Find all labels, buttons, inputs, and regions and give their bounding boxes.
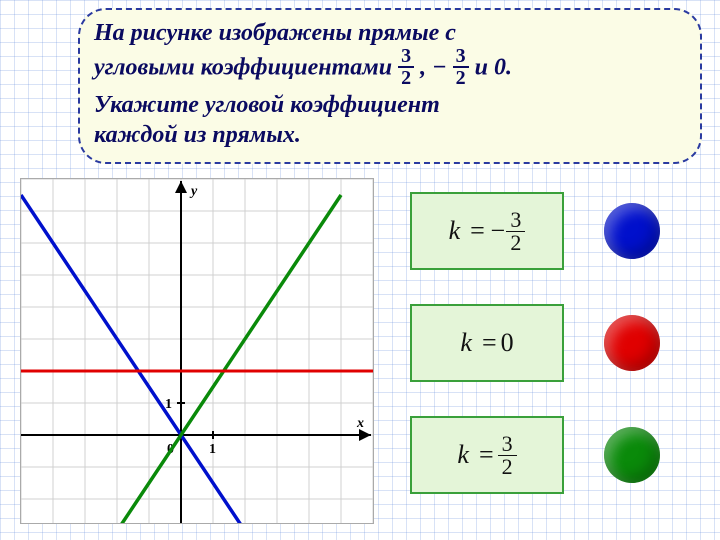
svg-text:x: x	[356, 416, 364, 431]
chart: 011xy	[20, 178, 374, 524]
prompt-line2a: угловыми коэффициентами	[94, 55, 398, 81]
chart-svg: 011xy	[21, 179, 373, 523]
prompt-line1: На рисунке изображены прямые с	[94, 20, 456, 46]
dot-green[interactable]	[604, 427, 660, 483]
answer-frac-3: 3 2	[498, 433, 517, 478]
prompt-line3: Укажите угловой коэффициент	[94, 92, 440, 118]
answer-frac-1: 3 2	[506, 209, 525, 254]
answers: k = − 3 2 k = 0 k = 3 2	[410, 192, 660, 528]
prompt-and: и	[475, 55, 494, 81]
prompt-frac1: 3 2	[398, 46, 414, 88]
svg-text:y: y	[189, 184, 198, 199]
prompt-comma: ,	[420, 55, 432, 81]
answer-box-2: k = 0	[410, 304, 564, 382]
svg-text:1: 1	[209, 442, 216, 457]
dot-blue[interactable]	[604, 203, 660, 259]
answer-box-1: k = − 3 2	[410, 192, 564, 270]
answer-row-3: k = 3 2	[410, 416, 660, 494]
prompt-neg: −	[432, 55, 447, 81]
dot-red[interactable]	[604, 315, 660, 371]
answer-box-3: k = 3 2	[410, 416, 564, 494]
answer-row-2: k = 0	[410, 304, 660, 382]
prompt-line4: каждой из прямых.	[94, 122, 301, 148]
prompt-box: На рисунке изображены прямые с угловыми …	[78, 8, 702, 164]
answer-row-1: k = − 3 2	[410, 192, 660, 270]
prompt-zero: 0.	[494, 55, 512, 81]
prompt-frac2: 3 2	[453, 46, 469, 88]
